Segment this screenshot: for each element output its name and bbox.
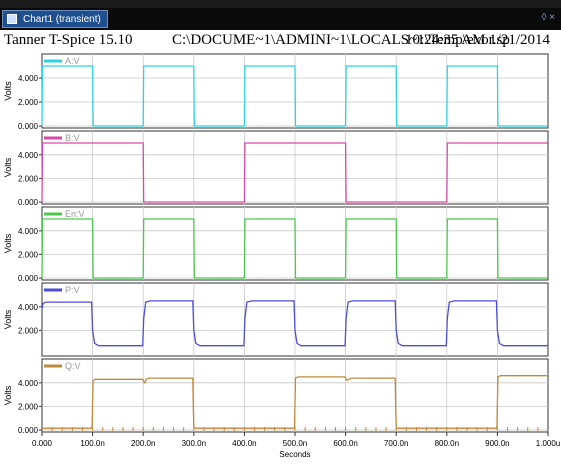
y-tick-label: 2.000: [18, 402, 39, 411]
y-tick-label: 2.000: [18, 98, 39, 107]
x-tick-label: 1.000u: [536, 439, 560, 448]
tab-label: Chart1 (transient): [23, 14, 101, 25]
y-tick-label: 0.000: [18, 122, 39, 131]
x-tick-label: 500.0n: [283, 439, 307, 448]
x-tick-label: 200.0n: [131, 439, 155, 448]
window-top-strip: [0, 0, 561, 8]
y-tick-label: 4.000: [18, 151, 39, 160]
window-controls[interactable]: ◊ ×: [541, 12, 555, 23]
tab-bar: Chart1 (transient) ◊ ×: [0, 8, 561, 30]
y-axis-label: Volts: [3, 309, 13, 329]
y-axis-label: Volts: [3, 81, 13, 101]
y-tick-label: 4.000: [18, 74, 39, 83]
trace-av: [41, 65, 548, 127]
x-tick-label: 300.0n: [182, 439, 206, 448]
app-title: Tanner T-Spice 15.10: [4, 32, 133, 48]
y-tick-label: 0.000: [18, 198, 39, 207]
x-tick-label: 700.0n: [384, 439, 408, 448]
y-axis-label: Volts: [3, 157, 13, 177]
x-tick-label: 800.0n: [435, 439, 459, 448]
x-tick-label: 600.0n: [333, 439, 357, 448]
y-axis-label: Volts: [3, 385, 13, 405]
x-tick-label: 100.0n: [80, 439, 104, 448]
file-path: C:\DOCUME~1\ADMINI~1\LOCALS~1\Temp\exor.…: [172, 32, 510, 48]
chart-icon: [7, 14, 17, 24]
y-tick-label: 0.000: [18, 426, 39, 435]
y-tick-label: 4.000: [18, 379, 39, 388]
trace-pv: [41, 300, 548, 347]
y-tick-label: 4.000: [18, 227, 39, 236]
legend-label: P:V: [65, 285, 80, 295]
legend-label: A:V: [65, 56, 80, 66]
x-axis-label: Seconds: [279, 450, 310, 459]
x-tick-label: 900.0n: [485, 439, 509, 448]
plot-header: Tanner T-Spice 15.10 C:\DOCUME~1\ADMINI~…: [0, 30, 561, 52]
y-tick-label: 2.000: [18, 250, 39, 259]
timestamp: 10:24:35 AM 1/21/2014: [405, 32, 551, 48]
legend-label: En:V: [65, 209, 85, 219]
x-tick-label: 0.000: [32, 439, 53, 448]
legend-label: B:V: [65, 133, 80, 143]
waveform-chart: 0.000 2.000 4.000 Volts A:V 0.000 2.000 4.000 Vo…: [3, 53, 560, 459]
y-axis-label: Volts: [3, 233, 13, 253]
x-tick-label: 400.0n: [232, 439, 256, 448]
tab-chart1[interactable]: Chart1 (transient): [2, 10, 108, 28]
y-tick-label: 4.000: [18, 303, 39, 312]
trace-env: [41, 218, 548, 279]
legend-label: Q:V: [65, 361, 81, 371]
y-tick-label: 0.000: [18, 274, 39, 283]
y-tick-label: 2.000: [18, 326, 39, 335]
y-tick-label: 2.000: [18, 174, 39, 183]
trace-bv: [41, 142, 548, 203]
